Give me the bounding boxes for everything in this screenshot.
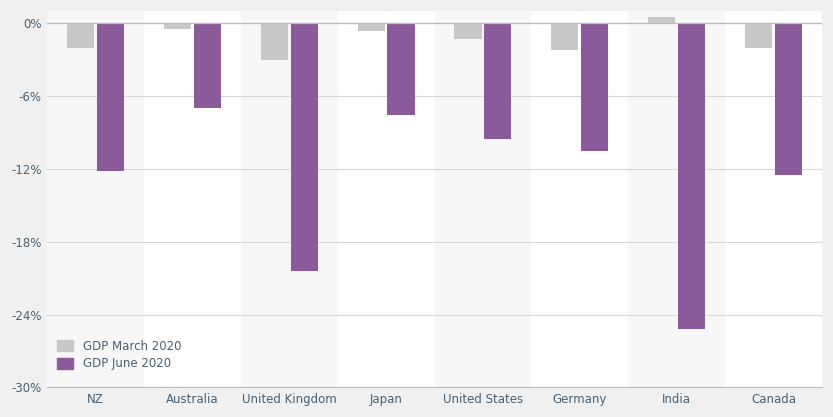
Bar [648,17,676,23]
Bar [261,23,288,60]
Bar [725,11,822,387]
Bar [291,23,317,271]
Bar [551,23,578,50]
Bar [97,23,124,171]
Bar [47,11,144,387]
Bar [678,23,705,329]
Bar [144,11,241,387]
Bar [164,23,191,29]
Bar [628,11,725,387]
Bar [484,23,511,138]
Bar [357,23,385,30]
Bar [455,23,481,39]
Bar [531,11,628,387]
Bar [387,23,415,116]
Bar [435,11,531,387]
Bar [194,23,221,108]
Bar [337,11,435,387]
Bar [775,23,802,175]
Bar [745,23,772,48]
Bar [67,23,94,48]
Bar [241,11,337,387]
Legend: GDP March 2020, GDP June 2020: GDP March 2020, GDP June 2020 [53,336,185,374]
Bar [581,23,608,151]
